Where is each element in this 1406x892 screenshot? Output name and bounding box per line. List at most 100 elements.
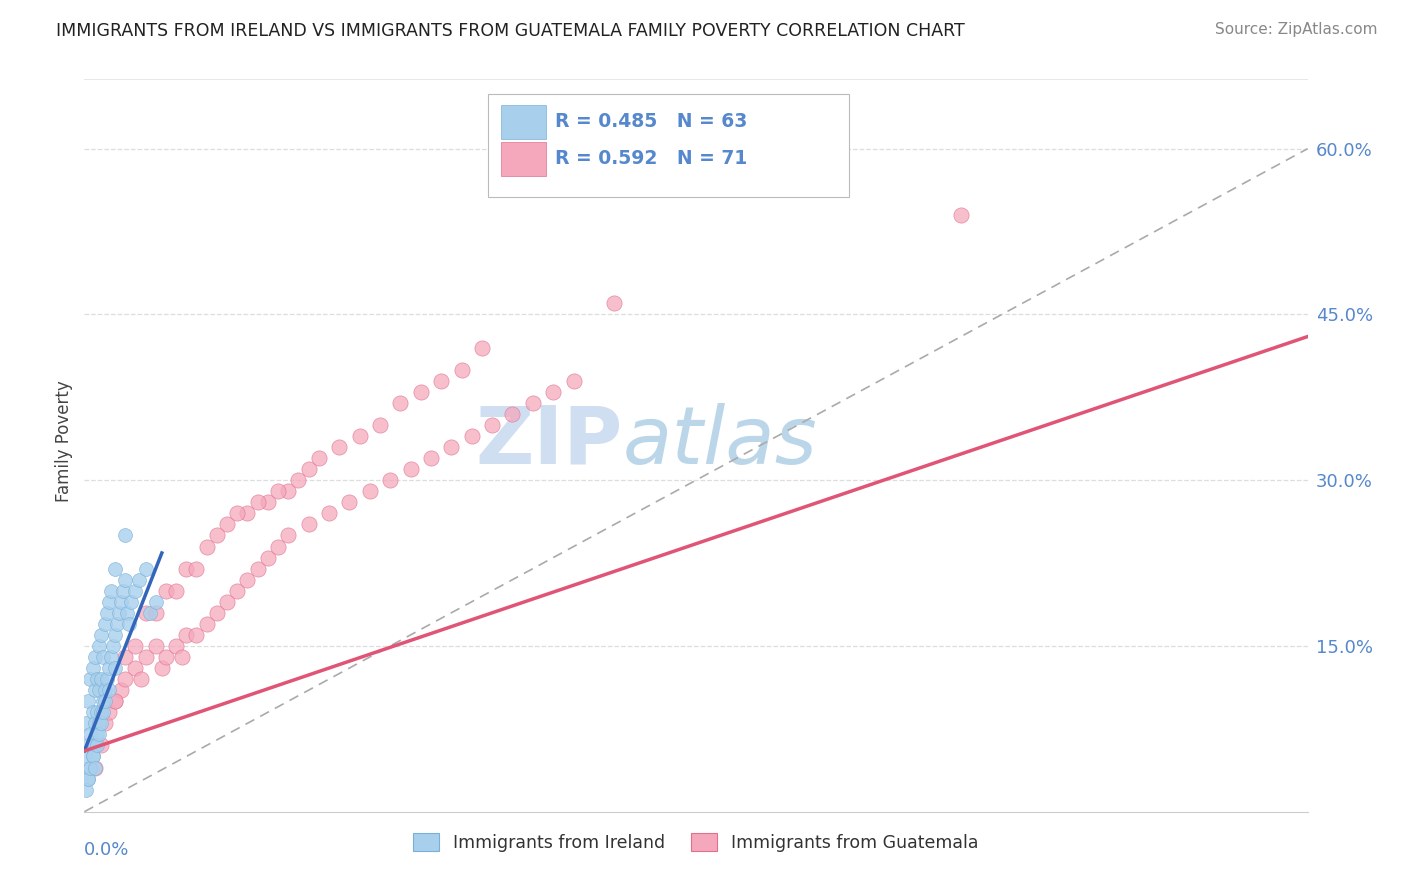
Point xyxy=(562,374,585,388)
Point xyxy=(91,694,114,708)
Point xyxy=(90,672,112,686)
Point xyxy=(96,672,118,686)
Point xyxy=(83,650,105,665)
Point xyxy=(91,650,114,665)
Point xyxy=(97,661,120,675)
Point xyxy=(97,706,120,720)
Point xyxy=(83,760,105,774)
Point xyxy=(339,495,361,509)
Point xyxy=(138,606,160,620)
Point xyxy=(186,628,208,642)
Point xyxy=(155,583,177,598)
Point xyxy=(195,616,218,631)
Point xyxy=(77,694,100,708)
Point xyxy=(75,716,97,731)
Point xyxy=(359,484,381,499)
Point xyxy=(420,451,443,466)
Point xyxy=(277,484,299,499)
Point xyxy=(79,760,101,774)
Point xyxy=(97,683,120,698)
Point xyxy=(205,528,228,542)
Point xyxy=(298,462,321,476)
Point xyxy=(83,716,105,731)
Point xyxy=(481,417,503,432)
Point xyxy=(298,517,321,532)
Point xyxy=(328,440,350,454)
Point xyxy=(87,683,110,698)
Point xyxy=(82,706,104,720)
Point xyxy=(114,573,136,587)
Y-axis label: Family Poverty: Family Poverty xyxy=(55,381,73,502)
Point xyxy=(104,628,127,642)
Point xyxy=(77,772,100,786)
FancyBboxPatch shape xyxy=(502,143,546,177)
Point xyxy=(145,606,167,620)
Point xyxy=(87,639,110,653)
Legend: Immigrants from Ireland, Immigrants from Guatemala: Immigrants from Ireland, Immigrants from… xyxy=(406,826,986,859)
Point xyxy=(114,650,136,665)
Point xyxy=(86,706,108,720)
Point xyxy=(91,706,114,720)
Point xyxy=(174,561,197,575)
Point xyxy=(104,694,127,708)
Point xyxy=(90,706,112,720)
Point xyxy=(277,528,299,542)
Point xyxy=(135,606,157,620)
Point xyxy=(87,727,110,741)
Point xyxy=(246,561,269,575)
Point xyxy=(150,661,173,675)
Point xyxy=(155,650,177,665)
Point xyxy=(96,606,118,620)
Point xyxy=(93,716,115,731)
Point xyxy=(108,606,131,620)
Point xyxy=(217,595,239,609)
Point xyxy=(174,628,197,642)
Point xyxy=(135,561,157,575)
Point xyxy=(82,749,104,764)
Point xyxy=(93,683,115,698)
Point xyxy=(79,672,101,686)
Point xyxy=(267,540,290,554)
Point xyxy=(75,749,97,764)
Point xyxy=(90,628,112,642)
Point xyxy=(128,573,150,587)
Point xyxy=(205,606,228,620)
Point xyxy=(246,495,269,509)
Point xyxy=(368,417,391,432)
Point xyxy=(101,639,124,653)
Point xyxy=(110,595,132,609)
Point xyxy=(124,661,146,675)
Point xyxy=(90,716,112,731)
Point xyxy=(287,473,309,487)
Point xyxy=(87,716,110,731)
Point xyxy=(104,694,127,708)
Point xyxy=(105,616,128,631)
Point xyxy=(349,429,371,443)
Point xyxy=(308,451,330,466)
Point xyxy=(97,595,120,609)
Point xyxy=(318,507,340,521)
Point xyxy=(399,462,422,476)
Text: 0.0%: 0.0% xyxy=(84,841,129,859)
Point xyxy=(543,384,565,399)
Point xyxy=(100,583,122,598)
Point xyxy=(135,650,157,665)
Text: Source: ZipAtlas.com: Source: ZipAtlas.com xyxy=(1215,22,1378,37)
Text: IMMIGRANTS FROM IRELAND VS IMMIGRANTS FROM GUATEMALA FAMILY POVERTY CORRELATION : IMMIGRANTS FROM IRELAND VS IMMIGRANTS FR… xyxy=(56,22,965,40)
Point xyxy=(124,583,146,598)
Point xyxy=(120,595,142,609)
Point xyxy=(430,374,453,388)
Point xyxy=(75,782,97,797)
Point xyxy=(950,208,973,222)
Point xyxy=(165,639,187,653)
Point xyxy=(112,583,135,598)
Point xyxy=(226,507,249,521)
Point xyxy=(77,739,100,753)
Point xyxy=(110,683,132,698)
Point xyxy=(165,583,187,598)
Point xyxy=(118,616,141,631)
Point xyxy=(124,639,146,653)
Point xyxy=(450,362,472,376)
Point xyxy=(195,540,218,554)
Point xyxy=(267,484,290,499)
